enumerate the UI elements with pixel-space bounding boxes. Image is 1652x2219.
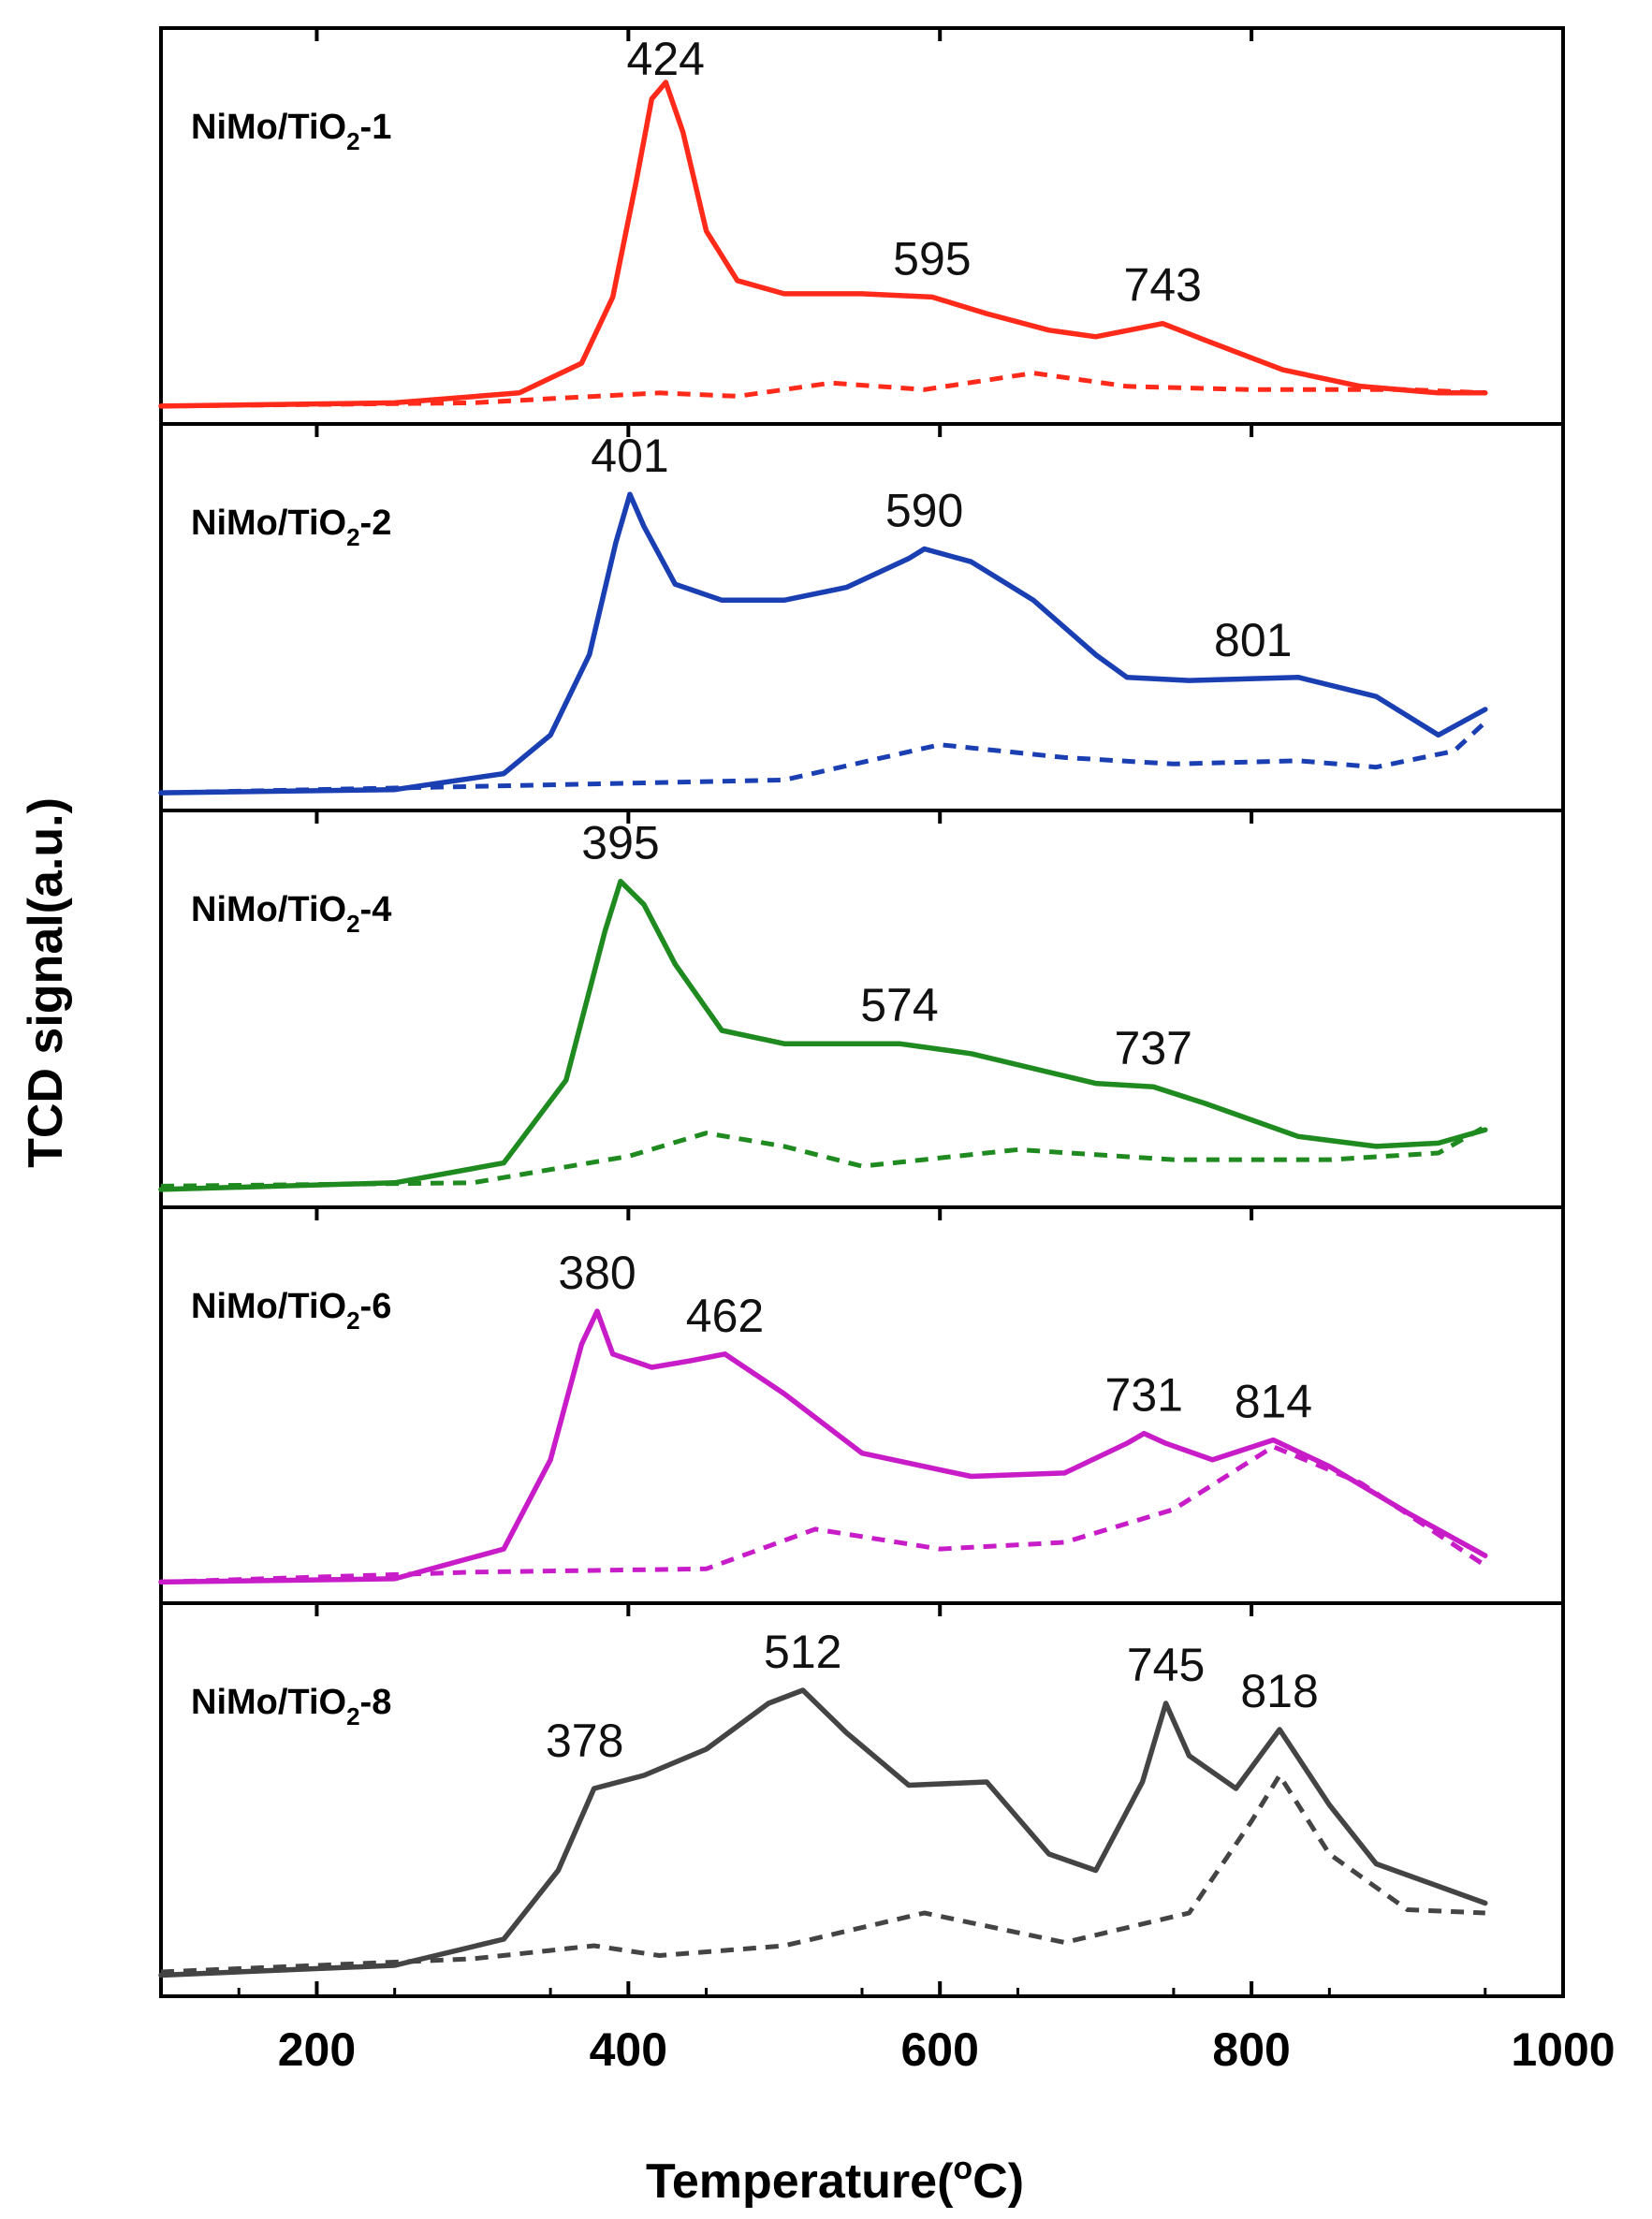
peak-label: 731	[1105, 1369, 1183, 1422]
x-tick-label: 200	[278, 2023, 356, 2076]
panel-label: NiMo/TiO2-6	[191, 1287, 391, 1335]
peak-label: 424	[627, 33, 705, 85]
baseline-dashed-series	[160, 1444, 1487, 1584]
panel-label: NiMo/TiO2-1	[191, 108, 391, 155]
panel-label: NiMo/TiO2-2	[191, 504, 391, 551]
panel-5: NiMo/TiO2-8 378 512 745 818	[158, 1601, 1565, 1998]
peak-label: 801	[1214, 614, 1292, 666]
panel-label-suffix: -4	[360, 890, 392, 929]
panel-frame	[159, 422, 1565, 812]
peak-label: 743	[1124, 259, 1202, 312]
peak-label: 737	[1115, 1022, 1192, 1074]
peak-label: 378	[546, 1715, 623, 1767]
panel-label-sub: 2	[346, 1307, 359, 1335]
panel-4: NiMo/TiO2-6 380 462 731 814	[158, 1205, 1565, 1605]
peak-label: 401	[591, 430, 668, 482]
tpr-solid-series	[158, 80, 1488, 409]
panel-label-main: NiMo/TiO	[191, 504, 346, 543]
baseline-dashed-series	[160, 371, 1485, 409]
panel-frame	[159, 26, 1565, 426]
x-tick-label: 1000	[1511, 2023, 1615, 2076]
peak-label: 595	[893, 232, 971, 285]
baseline-dashed-series	[160, 720, 1487, 796]
panel-frame	[159, 1205, 1565, 1605]
panel-label: NiMo/TiO2-8	[191, 1683, 391, 1730]
peak-label: 818	[1240, 1665, 1318, 1717]
peak-label: 462	[686, 1290, 764, 1342]
panel-label-main: NiMo/TiO	[191, 108, 346, 147]
tpr-solid-series	[158, 491, 1488, 796]
peak-label: 590	[885, 484, 963, 536]
panel-label-main: NiMo/TiO	[191, 1287, 346, 1326]
baseline-dashed-series	[160, 1773, 1485, 1975]
panel-2: NiMo/TiO2-2 401 590 801	[158, 422, 1565, 812]
y-axis-label: TCD signal(a.u.)	[19, 797, 73, 1168]
baseline-dashed-series	[160, 1124, 1487, 1189]
tpr-solid-series	[158, 1308, 1488, 1585]
peak-label: 512	[764, 1626, 841, 1678]
panel-label-sub: 2	[346, 523, 359, 551]
peak-label: 814	[1235, 1376, 1312, 1428]
panel-label-suffix: -2	[360, 504, 392, 543]
panel-frame	[159, 1601, 1565, 1998]
peak-label: 745	[1127, 1639, 1205, 1691]
x-axis-label: Temperature(oC)	[646, 2151, 1024, 2209]
panel-label-sub: 2	[346, 910, 359, 938]
panel-label-sub: 2	[346, 127, 359, 155]
panel-label-sub: 2	[346, 1702, 359, 1730]
panel-1: NiMo/TiO2-1 424 595 743	[158, 26, 1565, 426]
panels: NiMo/TiO2-1424595743NiMo/TiO2-2401590801…	[158, 26, 1565, 1998]
panel-label-suffix: -6	[360, 1287, 392, 1326]
tpr-solid-series	[158, 878, 1488, 1192]
peak-label: 395	[581, 817, 659, 869]
peak-label: 380	[558, 1247, 636, 1299]
x-tick-label: 400	[590, 2023, 667, 2076]
panel-label: NiMo/TiO2-4	[191, 890, 391, 938]
panel-label-main: NiMo/TiO	[191, 1683, 346, 1722]
panel-label-main: NiMo/TiO	[191, 890, 346, 929]
tpr-solid-series	[158, 1687, 1488, 1978]
peak-label: 574	[860, 979, 938, 1031]
panel-3: NiMo/TiO2-4 395 574 737	[158, 809, 1565, 1209]
x-tick-label: 600	[901, 2023, 979, 2076]
panel-label-suffix: -8	[360, 1683, 392, 1722]
x-tick-label: 800	[1212, 2023, 1290, 2076]
panel-label-suffix: -1	[360, 108, 392, 147]
x-axis: 200 400 600 800 1000	[237, 1981, 1615, 2076]
